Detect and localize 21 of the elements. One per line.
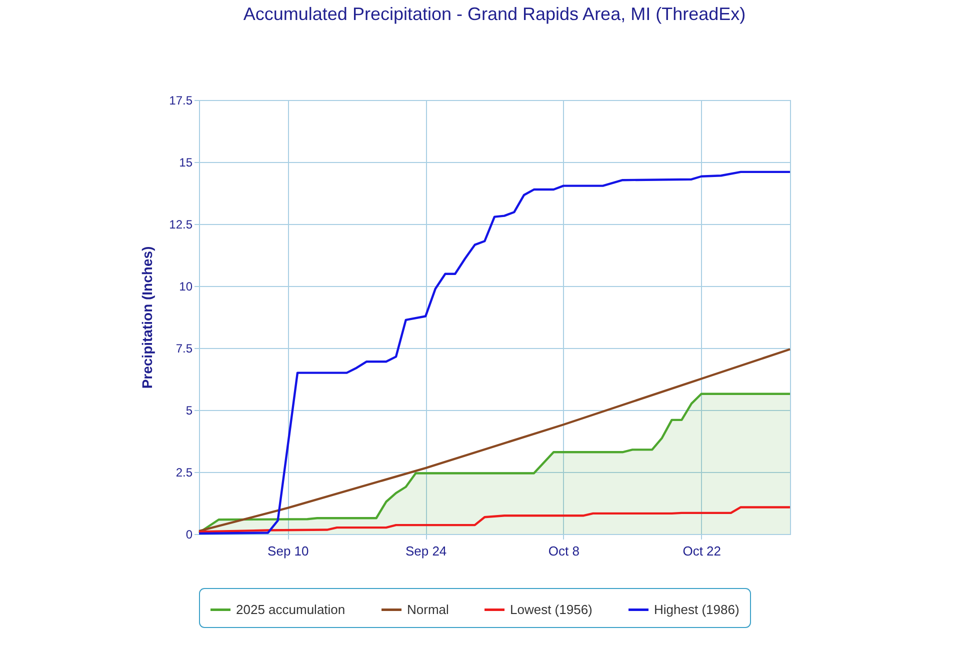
y-tick-label: 17.5	[169, 94, 193, 108]
x-tick-label: Sep 24	[405, 544, 447, 558]
y-tick-label: 10	[179, 280, 193, 294]
x-tick-label: Sep 10	[268, 544, 309, 558]
y-tick-label: 2.5	[176, 466, 193, 480]
y-tick-label: 12.5	[169, 218, 193, 232]
line-series	[198, 506, 792, 533]
line-series	[198, 170, 792, 535]
y-tick-label: 0	[186, 528, 193, 542]
y-tick-label: 15	[179, 156, 193, 170]
legend-label: 2025 accumulation	[236, 602, 346, 617]
legend-label: Normal	[407, 602, 450, 617]
legend-label: Lowest (1956)	[510, 602, 592, 617]
y-axis-title: Precipitation (Inches)	[139, 246, 156, 389]
x-tick-label: Oct 8	[548, 544, 580, 558]
y-tick-label: 7.5	[176, 342, 193, 356]
y-tick-label: 5	[186, 404, 193, 418]
legend-label: Highest (1986)	[654, 602, 740, 617]
x-tick-label: Oct 22	[682, 544, 721, 558]
chart-title: Accumulated Precipitation - Grand Rapids Area, MI (ThreadEx)	[243, 4, 746, 24]
line-series	[198, 348, 792, 532]
